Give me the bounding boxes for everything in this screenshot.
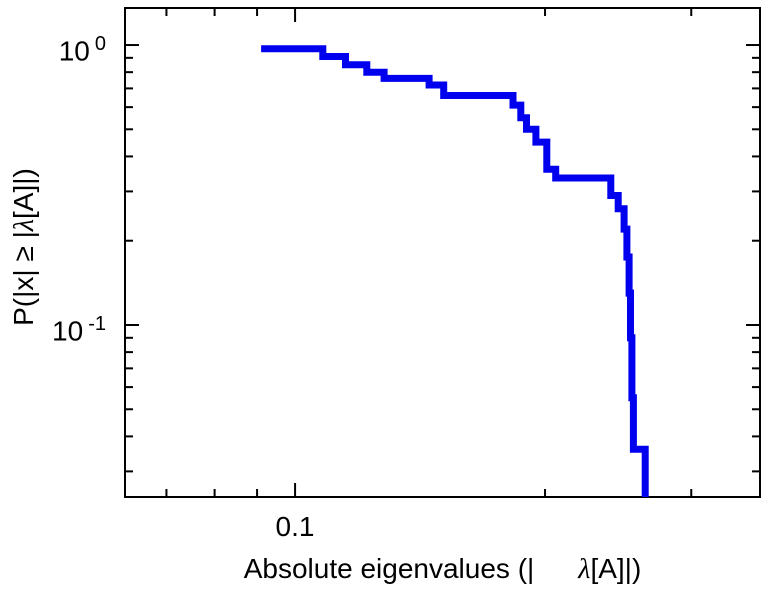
y-axis-label-text: [A]|) [8, 168, 39, 219]
x-axis-label-text: Absolute eigenvalues (| [243, 553, 535, 584]
x-axis-label-text: [A]|) [590, 553, 642, 584]
y-tick-exponent: -1 [88, 313, 106, 335]
y-tick-base: 10 [52, 315, 84, 347]
y-tick-label-1e0: 10 0 [0, 28, 106, 67]
ccdf-step-curve [261, 45, 649, 497]
lambda-symbol: λ [578, 554, 591, 585]
x-axis-label: Absolute eigenvalues (| λ[A]|) [125, 553, 760, 586]
y-axis-label-text: P(|x| ≥ | [8, 231, 39, 326]
axis-ticks [125, 8, 760, 497]
y-axis-label: P(|x| ≥ |λ[A]|) [8, 168, 41, 326]
x-tick-label-0p1: 0.1 [275, 511, 315, 542]
y-tick-label-1e-1: 10 -1 [0, 308, 106, 347]
y-tick-exponent: 0 [94, 33, 106, 55]
y-tick-base: 10 [58, 35, 90, 67]
lambda-symbol: λ [9, 218, 40, 232]
plot-border [124, 7, 761, 498]
